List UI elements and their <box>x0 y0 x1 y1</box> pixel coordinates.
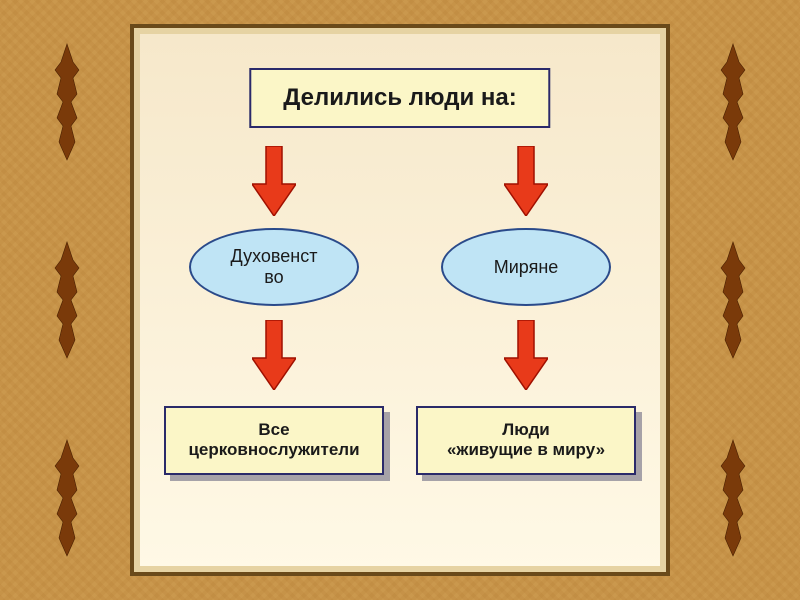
diagram-content: Делились люди на: Духовенст во Все церко… <box>134 28 666 572</box>
arrow-left-2 <box>252 320 296 390</box>
inner-panel: Делились люди на: Духовенст во Все церко… <box>130 24 670 576</box>
result-right: Люди «живущие в миру» <box>416 406 636 475</box>
oval-left: Духовенст во <box>189 228 359 306</box>
arrow-right-2 <box>504 320 548 390</box>
ornament-strip-left <box>12 12 122 588</box>
ornament-decor <box>49 42 85 162</box>
ornament-decor <box>715 240 751 360</box>
arrow-left-1 <box>252 146 296 216</box>
ornament-decor <box>49 438 85 558</box>
arrow-right-1 <box>504 146 548 216</box>
ornament-decor <box>715 438 751 558</box>
oval-left-label: Духовенст во <box>231 246 318 287</box>
result-left: Все церковнослужители <box>164 406 384 475</box>
outer-frame: Делились люди на: Духовенст во Все церко… <box>0 0 800 600</box>
result-right-text: Люди «живущие в миру» <box>447 420 605 459</box>
title-box: Делились люди на: <box>249 68 550 128</box>
ornament-decor <box>49 240 85 360</box>
ornament-strip-right <box>678 12 788 588</box>
result-left-text: Все церковнослужители <box>188 420 359 459</box>
oval-right-label: Миряне <box>494 257 559 278</box>
oval-right: Миряне <box>441 228 611 306</box>
ornament-decor <box>715 42 751 162</box>
